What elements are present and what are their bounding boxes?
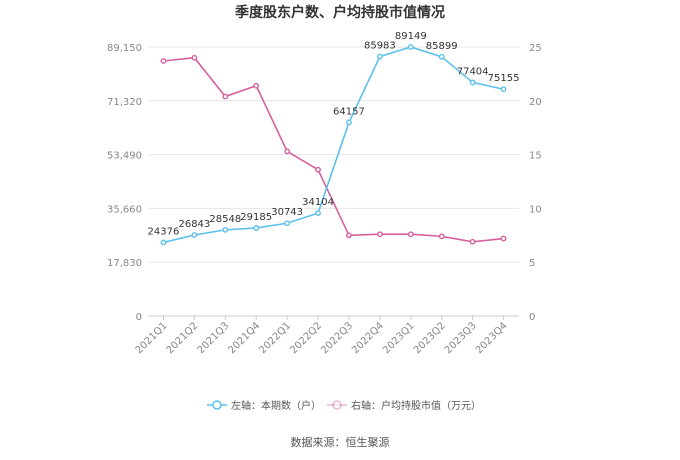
right-tick-label: 20 [529,97,542,108]
left-tick-label: 71,320 [107,97,142,108]
x-tick-label: 2023Q2 [412,320,448,356]
legend: 左轴：本期数（户） 右轴：户均持股市值（万元） [207,399,481,412]
avg-holding-value-point [160,58,167,64]
x-tick-label: 2023Q4 [474,320,510,356]
data-label: 24376 [148,226,180,237]
shareholder-count-point [376,53,383,60]
right-tick-label: 15 [529,151,542,162]
avg-holding-value-point [222,93,229,100]
shareholder-count-line [163,46,504,244]
data-label: 30743 [271,207,303,218]
x-tick-label: 2022Q1 [257,320,293,356]
legend-item-right[interactable]: 右轴：户均持股市值（万元） [327,399,481,412]
right-tick-label: 10 [529,204,542,215]
left-tick-label: 53,490 [107,151,142,162]
right-axis-ticks: 0 5 10 15 20 25 [529,43,542,323]
avg-holding-value-point [191,54,198,61]
series-avg-holding-value [160,54,507,245]
x-tick-label: 2022Q4 [350,320,386,356]
avg-holding-value-point [500,235,507,242]
shareholder-count-point [438,53,445,60]
data-label: 85899 [426,41,458,52]
legend-right-label: 右轴：户均持股市值（万元） [351,399,481,412]
grid-lines [148,46,519,317]
avg-holding-value-line [163,56,504,243]
data-label: 29185 [240,212,272,223]
left-tick-label: 89,150 [107,43,142,54]
right-tick-label: 25 [529,43,542,54]
right-tick-label: 5 [529,258,535,269]
x-tick-label: 2021Q2 [165,320,201,356]
shareholder-count-point [315,210,321,216]
left-tick-label: 17,830 [107,258,142,269]
series-shareholder-count [160,44,507,246]
legend-item-left[interactable]: 左轴：本期数（户） [207,399,321,412]
legend-left-marker [212,400,222,410]
x-tick-label: 2022Q3 [319,320,355,356]
shareholder-count-point [284,220,291,227]
data-label: 89149 [395,31,427,42]
left-tick-label: 35,660 [107,204,142,215]
legend-right-marker [332,400,342,410]
data-label: 75155 [488,73,520,84]
x-axis-ticks: 2021Q12021Q22021Q32021Q42022Q12022Q22022… [134,316,510,356]
avg-holding-value-point [346,232,352,239]
avg-holding-value-point [469,238,476,245]
data-label: 64157 [333,106,365,117]
x-tick-label: 2021Q4 [226,320,262,356]
shareholder-count-point [469,79,476,86]
x-tick-label: 2021Q1 [134,320,170,356]
legend-left-label: 左轴：本期数（户） [231,399,321,412]
x-tick-label: 2023Q3 [443,320,479,356]
left-axis-ticks: 0 17,830 35,660 53,490 71,320 89,150 [107,43,142,323]
avg-holding-value-point [315,166,321,173]
avg-holding-value-point [253,82,260,89]
data-source: 数据来源：恒生聚源 [291,435,390,449]
shareholder-count-point [160,239,167,246]
x-tick-label: 2022Q2 [288,320,324,356]
avg-holding-value-point [376,231,383,238]
shareholder-count-point [346,119,352,126]
shareholder-count-point [191,232,198,238]
left-tick-label: 0 [136,312,142,323]
shareholder-count-point [407,44,414,50]
right-tick-label: 0 [529,312,535,323]
avg-holding-value-point [438,233,445,240]
shareholder-count-point [253,225,260,231]
data-label: 26843 [178,219,210,230]
shareholder-count-point [222,226,229,233]
avg-holding-value-point [284,148,291,155]
data-label: 85983 [364,41,396,52]
data-label: 34104 [302,197,334,208]
data-label: 77404 [457,66,489,77]
avg-holding-value-point [407,231,414,238]
x-tick-label: 2023Q1 [381,320,417,356]
x-tick-label: 2021Q3 [196,320,232,356]
data-label: 28548 [209,214,241,225]
shareholder-count-point [500,86,507,93]
chart-title: 季度股东户数、户均持股市值情况 [234,4,445,21]
